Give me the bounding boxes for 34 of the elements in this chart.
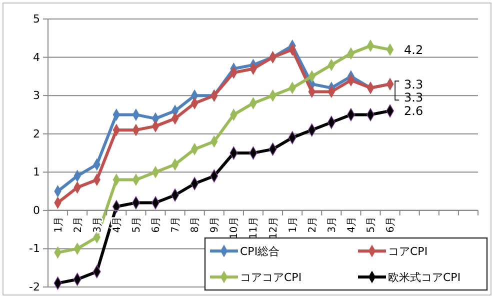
x-tick-label: 9月 <box>210 216 221 233</box>
legend-label: CPI総合 <box>240 244 280 258</box>
x-tick-label: 1月 <box>288 216 299 233</box>
x-tick-label: 5月 <box>366 216 377 233</box>
y-tick-label: -2 <box>29 280 40 294</box>
y-tick-label: 1 <box>33 166 40 179</box>
x-tick-label: 3月 <box>92 216 104 233</box>
x-tick-label: 12月 <box>268 216 280 240</box>
data-label: 4.2 <box>404 42 424 57</box>
x-tick-label: 11月 <box>248 216 260 240</box>
y-tick-label: 3 <box>33 89 40 102</box>
x-tick-label: 8月 <box>190 216 202 233</box>
x-tick-label: 2月 <box>307 216 318 233</box>
y-tick-label: 0 <box>33 204 40 217</box>
data-label: 3.3 <box>404 77 424 92</box>
data-label: 2.6 <box>404 104 424 118</box>
x-tick-label: 10月 <box>229 216 240 240</box>
y-tick-label: 2 <box>33 127 40 140</box>
x-tick-label: 6月 <box>151 216 162 233</box>
legend-label: コアコアCPI <box>240 270 302 284</box>
data-label: 3.3 <box>404 90 424 104</box>
legend-label: コアCPI <box>388 244 428 258</box>
y-tick-label: 4 <box>33 50 40 64</box>
x-tick-label: 5月 <box>131 216 142 233</box>
x-tick-label: 7月 <box>170 216 182 233</box>
x-tick-label: 4月 <box>112 216 123 233</box>
legend-label: 欧米式コアCPI <box>388 270 461 284</box>
y-tick-label: -1 <box>29 242 40 256</box>
x-tick-label: 4月 <box>346 216 358 233</box>
y-tick-label: 5 <box>33 12 40 26</box>
x-tick-label: 3月 <box>326 216 338 233</box>
x-tick-label: 2月 <box>72 216 84 233</box>
x-tick-label: 6月 <box>386 216 397 233</box>
x-tick-label: 1月 <box>53 216 64 233</box>
